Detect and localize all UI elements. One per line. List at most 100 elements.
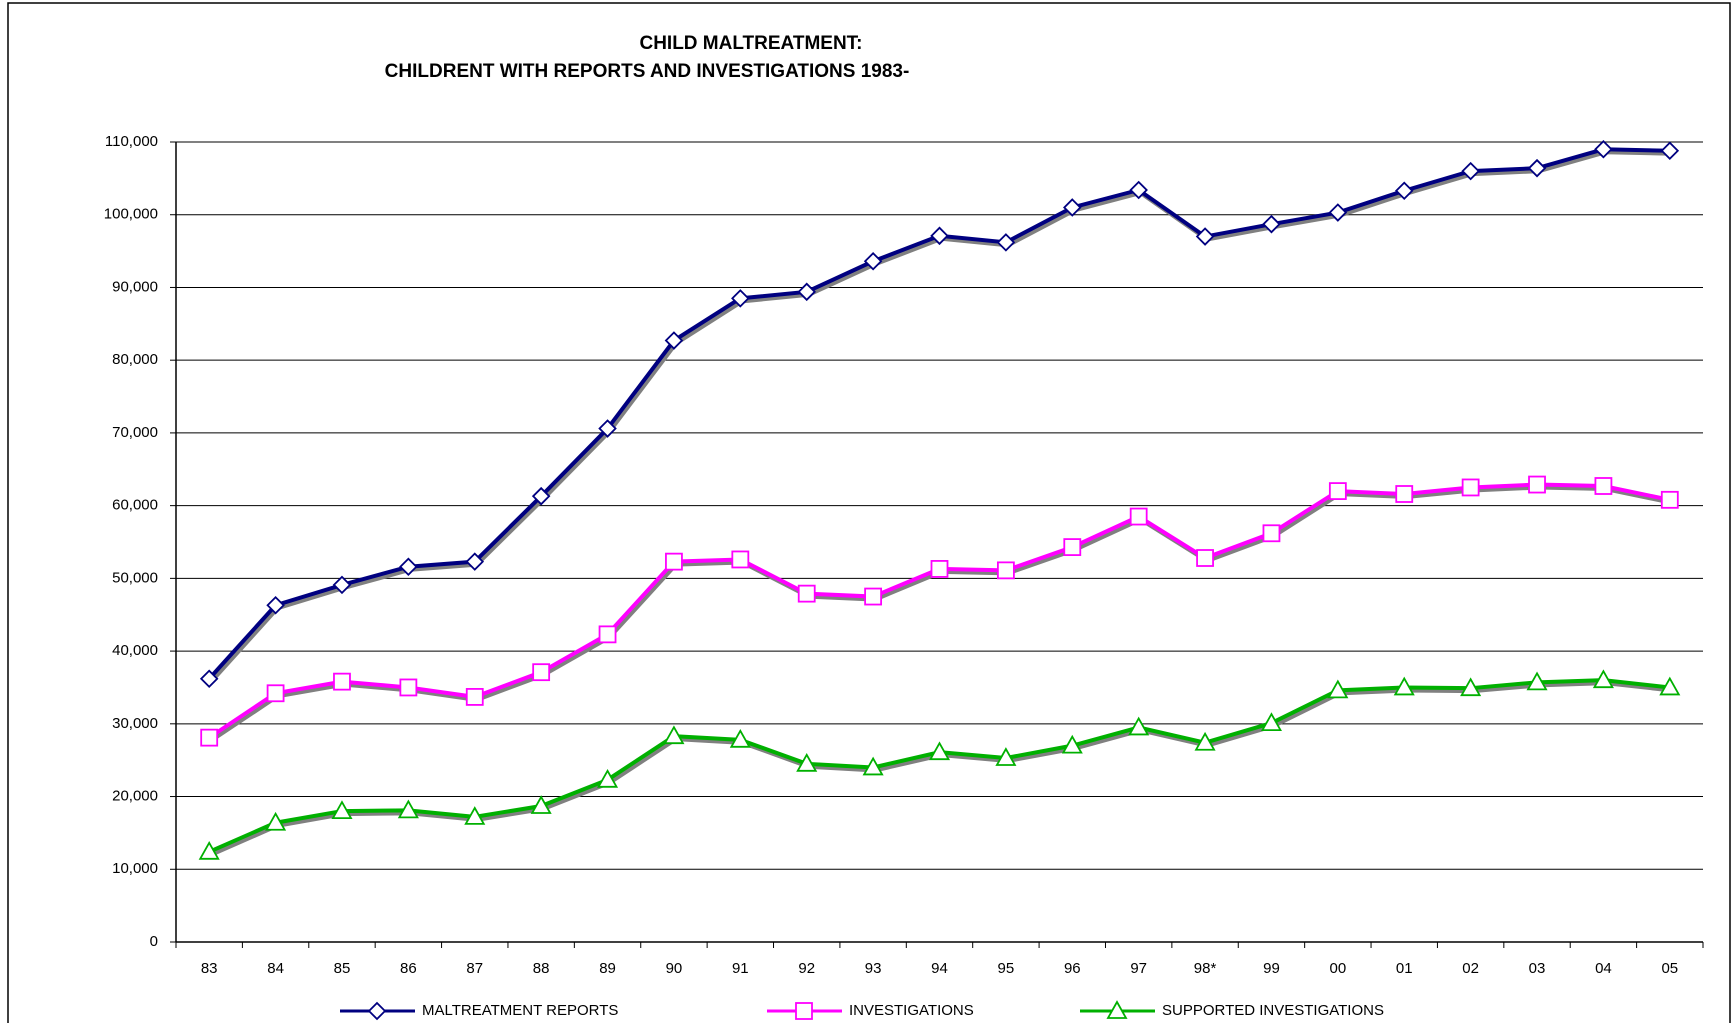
marker-diamond xyxy=(1527,158,1547,178)
marker-square xyxy=(598,625,617,644)
marker-square xyxy=(1395,485,1414,503)
marker-triangle xyxy=(1526,671,1548,691)
y-tick-label: 90,000 xyxy=(112,278,158,295)
x-tick-label: 91 xyxy=(732,960,749,977)
x-tick-label: 92 xyxy=(798,960,815,977)
marker-diamond xyxy=(1394,181,1414,201)
y-tick-label: 100,000 xyxy=(104,206,158,223)
x-tick-label: 95 xyxy=(998,960,1015,977)
marker-diamond xyxy=(797,282,816,302)
marker-diamond xyxy=(531,486,551,506)
x-tick-label: 89 xyxy=(599,960,616,977)
marker-triangle xyxy=(1460,677,1482,697)
y-tick-label: 50,000 xyxy=(112,569,158,586)
marker-diamond xyxy=(1195,227,1215,246)
x-tick-label: 94 xyxy=(931,960,948,977)
marker-square xyxy=(200,728,219,747)
marker-triangle xyxy=(796,752,818,772)
marker-square xyxy=(1262,524,1281,543)
x-tick-label: 98* xyxy=(1194,960,1217,977)
x-tick-label: 88 xyxy=(533,960,550,977)
marker-triangle xyxy=(1061,734,1083,754)
marker-triangle xyxy=(1260,712,1282,731)
marker-square xyxy=(1461,478,1480,497)
marker-diamond xyxy=(731,289,750,308)
x-tick-label: 83 xyxy=(201,960,218,977)
marker-diamond xyxy=(266,595,285,615)
marker-square xyxy=(795,1002,813,1020)
marker-triangle xyxy=(597,768,619,788)
chart-subtitle: CHILDRENT WITH REPORTS AND INVESTIGATION… xyxy=(385,61,910,82)
marker-square xyxy=(864,587,883,606)
x-tick-label: 04 xyxy=(1595,960,1612,977)
x-tick-label: 01 xyxy=(1396,960,1413,977)
marker-square xyxy=(1660,490,1679,509)
marker-diamond xyxy=(1328,203,1348,222)
marker-triangle xyxy=(862,756,884,776)
y-tick-label: 80,000 xyxy=(112,351,158,368)
marker-diamond xyxy=(367,1001,387,1021)
chart-title: CHILD MALTREATMENT: xyxy=(639,33,862,54)
marker-square xyxy=(731,550,750,569)
x-tick-label: 90 xyxy=(666,960,683,977)
marker-diamond xyxy=(465,552,485,571)
y-tick-label: 40,000 xyxy=(112,642,158,659)
marker-diamond xyxy=(996,233,1016,252)
legend-label: MALTREATMENT REPORTS xyxy=(422,1002,618,1019)
marker-triangle xyxy=(397,799,419,819)
x-tick-label: 02 xyxy=(1462,960,1479,977)
marker-square xyxy=(1196,549,1214,567)
y-tick-label: 60,000 xyxy=(112,497,158,514)
marker-triangle xyxy=(995,747,1017,766)
x-tick-label: 03 xyxy=(1529,960,1546,977)
marker-square xyxy=(1328,482,1347,500)
marker-square xyxy=(399,678,418,697)
marker-triangle xyxy=(663,725,685,745)
marker-square xyxy=(532,663,551,682)
x-tick-label: 99 xyxy=(1263,960,1280,977)
marker-diamond xyxy=(332,575,352,595)
x-tick-label: 85 xyxy=(334,960,351,977)
legend-label: SUPPORTED INVESTIGATIONS xyxy=(1162,1002,1384,1019)
y-tick-label: 110,000 xyxy=(105,133,158,150)
marker-square xyxy=(1594,477,1613,495)
y-tick-label: 20,000 xyxy=(112,788,158,805)
marker-square xyxy=(797,584,816,603)
y-tick-label: 30,000 xyxy=(112,715,158,732)
marker-triangle xyxy=(464,806,486,825)
x-tick-label: 93 xyxy=(865,960,882,977)
marker-square xyxy=(1129,507,1148,526)
y-tick-label: 70,000 xyxy=(112,424,158,441)
marker-diamond xyxy=(1461,161,1480,181)
marker-triangle xyxy=(729,728,751,748)
x-tick-label: 97 xyxy=(1130,960,1147,977)
marker-triangle xyxy=(1106,1000,1128,1019)
x-tick-label: 05 xyxy=(1661,960,1678,977)
marker-diamond xyxy=(399,557,418,577)
marker-triangle xyxy=(265,811,287,831)
marker-square xyxy=(996,561,1015,580)
marker-triangle xyxy=(1194,731,1216,751)
marker-square xyxy=(1528,475,1546,494)
x-tick-label: 00 xyxy=(1330,960,1347,977)
marker-square xyxy=(1063,538,1082,556)
marker-diamond xyxy=(930,226,949,246)
marker-square xyxy=(930,560,949,578)
marker-triangle xyxy=(331,800,353,819)
marker-diamond xyxy=(598,419,617,438)
y-tick-label: 0 xyxy=(150,933,158,950)
frame xyxy=(7,2,1731,1023)
marker-square xyxy=(665,552,683,571)
marker-diamond xyxy=(1129,180,1148,200)
marker-diamond xyxy=(664,331,684,350)
y-tick-label: 10,000 xyxy=(112,860,158,877)
marker-square xyxy=(465,688,484,706)
marker-triangle xyxy=(530,795,552,814)
marker-triangle xyxy=(198,840,220,860)
marker-triangle xyxy=(1128,716,1150,736)
x-tick-label: 86 xyxy=(400,960,417,977)
marker-square xyxy=(266,684,285,703)
x-tick-label: 96 xyxy=(1064,960,1081,977)
marker-triangle xyxy=(1592,669,1614,689)
